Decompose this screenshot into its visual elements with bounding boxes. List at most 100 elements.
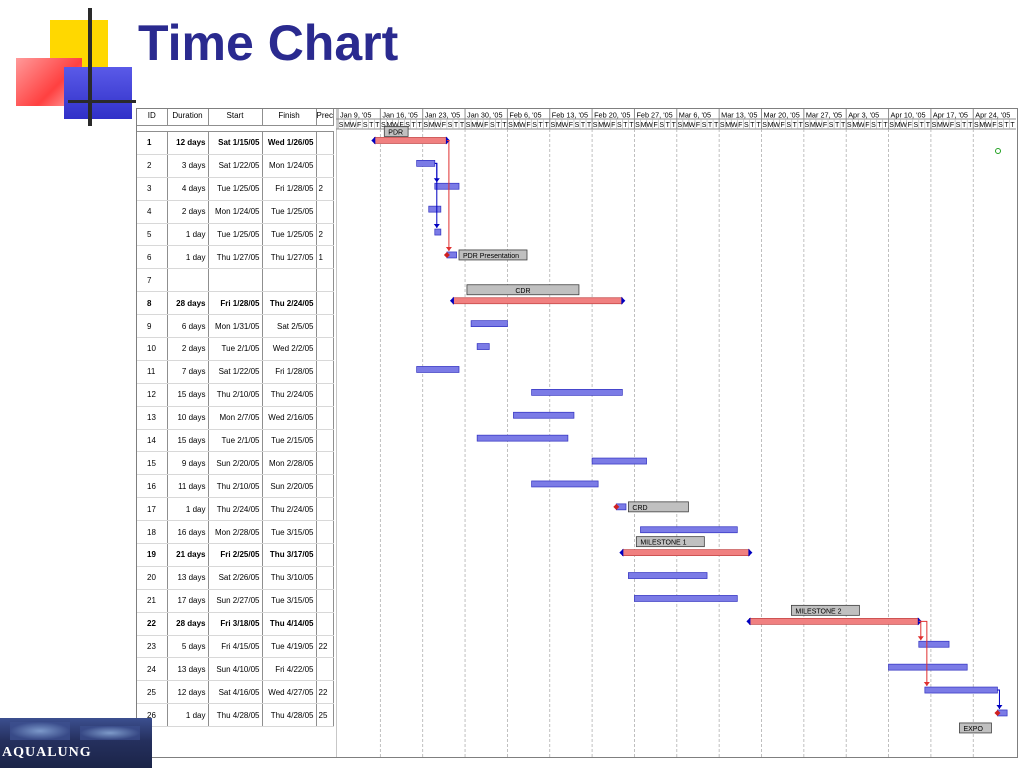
- day-letter: F: [611, 122, 615, 129]
- day-letter: S: [635, 122, 640, 129]
- table-row: 20 13 days Sat 2/26/05 Thu 3/10/05: [137, 566, 334, 590]
- cell-duration: [167, 268, 209, 293]
- cell-duration: 12 days: [167, 131, 209, 155]
- day-letter: T: [581, 122, 586, 129]
- day-letter: W: [519, 122, 526, 129]
- logo-swirl-icon: [10, 722, 70, 740]
- day-letter: T: [926, 122, 931, 129]
- cell-id: 4: [137, 200, 168, 224]
- day-letter: W: [604, 122, 611, 129]
- cell-pred: 1: [316, 245, 334, 270]
- cell-duration: 1 day: [167, 497, 209, 522]
- day-letter: T: [962, 122, 967, 129]
- cell-pred: [316, 268, 334, 293]
- dependency-link: [918, 620, 928, 687]
- task-bar: [476, 343, 490, 350]
- week-label: Mar 27, '05: [806, 111, 842, 120]
- day-letter: S: [617, 122, 622, 129]
- table-row: 8 28 days Fri 1/28/05 Thu 2/24/05: [137, 291, 334, 316]
- cell-id: 9: [137, 314, 168, 339]
- day-letter: W: [773, 122, 780, 129]
- cell-duration: 17 days: [167, 589, 209, 613]
- day-letter: M: [598, 122, 604, 129]
- cell-finish: Tue 2/15/05: [262, 429, 317, 453]
- cell-pred: [316, 543, 334, 567]
- cell-pred: [316, 154, 334, 178]
- day-letter: M: [895, 122, 901, 129]
- task-bar: [888, 663, 968, 671]
- cell-finish: Tue 1/25/05: [262, 223, 317, 247]
- cell-id: 5: [137, 223, 168, 247]
- day-letter: M: [979, 122, 985, 129]
- table-row: 22 28 days Fri 3/18/05 Thu 4/14/05: [137, 612, 334, 636]
- task-label-box: [458, 249, 528, 261]
- cell-start: Sat 1/22/05: [208, 154, 263, 178]
- cell-duration: 11 days: [167, 474, 209, 499]
- cell-duration: 7 days: [167, 360, 209, 384]
- day-letter: F: [569, 122, 573, 129]
- task-label: MILESTONE 2: [795, 608, 841, 615]
- table-row: 12 15 days Thu 2/10/05 Thu 2/24/05: [137, 383, 334, 407]
- day-letter: T: [623, 122, 628, 129]
- cell-id: 13: [137, 406, 168, 430]
- week-label: Apr 10, '05: [891, 111, 926, 120]
- cell-id: 6: [137, 245, 168, 270]
- cell-start: Mon 2/7/05: [208, 406, 263, 430]
- day-letter: T: [418, 122, 423, 129]
- cell-finish: Thu 4/14/05: [262, 612, 317, 636]
- table-row: 7: [137, 268, 334, 293]
- day-letter: M: [937, 122, 943, 129]
- dependency-arrow: [917, 636, 924, 641]
- header-duration: Duration: [167, 109, 209, 126]
- cell-id: 15: [137, 451, 168, 476]
- cell-duration: 3 days: [167, 154, 209, 178]
- day-letter: S: [805, 122, 810, 129]
- cell-duration: 9 days: [167, 451, 209, 476]
- day-letter: S: [956, 122, 961, 129]
- day-letter: F: [908, 122, 912, 129]
- day-letter: M: [514, 122, 520, 129]
- day-letter: S: [381, 122, 386, 129]
- cell-start: Sun 4/10/05: [208, 657, 263, 682]
- cell-start: Thu 4/28/05: [208, 703, 263, 728]
- cell-start: Thu 2/10/05: [208, 383, 263, 407]
- cell-duration: 10 days: [167, 406, 209, 430]
- cell-id: 24: [137, 657, 168, 682]
- day-letter: F: [865, 122, 869, 129]
- day-letter: T: [460, 122, 465, 129]
- cell-id: 19: [137, 543, 168, 567]
- day-letter: S: [913, 122, 918, 129]
- day-letter: F: [526, 122, 530, 129]
- logo-horizontal-line: [68, 100, 136, 103]
- summary-start-cap: [371, 136, 376, 145]
- day-letter: T: [799, 122, 804, 129]
- task-label: MILESTONE 1: [640, 540, 686, 547]
- day-letter: W: [562, 122, 569, 129]
- cell-start: Tue 2/1/05: [208, 337, 263, 361]
- cell-start: Sun 2/20/05: [208, 451, 263, 476]
- cell-finish: Thu 3/10/05: [262, 566, 317, 590]
- cell-pred: [316, 451, 334, 476]
- cell-duration: 12 days: [167, 680, 209, 705]
- day-letter: S: [423, 122, 428, 129]
- cell-start: Tue 1/25/05: [208, 177, 263, 201]
- day-letter: T: [883, 122, 888, 129]
- header-predecessors: Prec: [316, 109, 334, 126]
- table-row: 24 13 days Sun 4/10/05 Fri 4/22/05: [137, 657, 334, 682]
- cell-pred: [316, 337, 334, 361]
- cell-pred: [316, 429, 334, 453]
- cell-finish: Mon 1/24/05: [262, 154, 317, 178]
- cell-start: [208, 268, 263, 293]
- cell-duration: 15 days: [167, 383, 209, 407]
- cell-pred: 22: [316, 680, 334, 705]
- cell-start: Thu 1/27/05: [208, 245, 263, 270]
- day-letter: T: [672, 122, 677, 129]
- day-letter: W: [646, 122, 653, 129]
- task-label-box: [790, 604, 860, 616]
- day-letter: S: [744, 122, 749, 129]
- header-start: Start: [208, 109, 263, 126]
- table-row: 19 21 days Fri 2/25/05 Thu 3/17/05: [137, 543, 334, 567]
- cell-finish: Tue 4/19/05: [262, 635, 317, 659]
- day-letter: S: [702, 122, 707, 129]
